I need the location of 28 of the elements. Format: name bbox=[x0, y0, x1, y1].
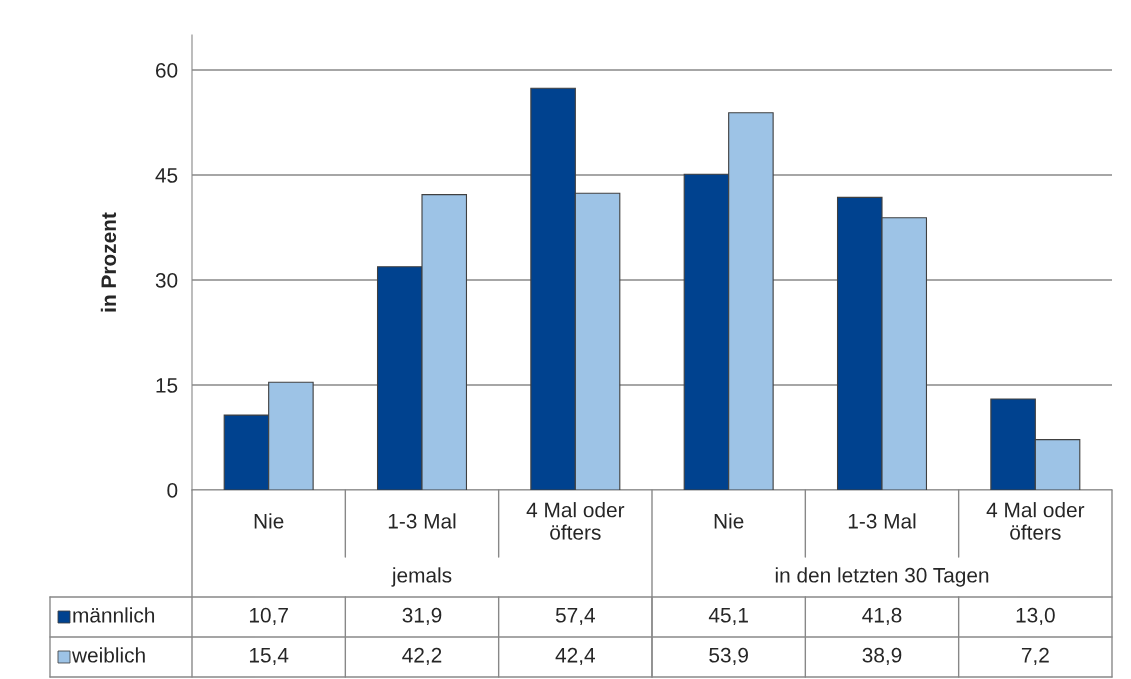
data-label: 13,0 bbox=[1016, 607, 1055, 626]
y-tick-label: 0 bbox=[167, 483, 178, 498]
text: in den letzten 30 Tagen bbox=[775, 567, 989, 587]
data-label: 42,2 bbox=[402, 647, 442, 666]
y-tick-label: 60 bbox=[156, 63, 178, 78]
data-label: 45,1 bbox=[708, 608, 748, 626]
data-label: 53,9 bbox=[709, 647, 748, 666]
legend-label: männlich bbox=[73, 607, 155, 623]
x-tick-label: 1-3 Mal bbox=[388, 513, 456, 529]
x-tick-label: 4 Mal oder öfters bbox=[526, 502, 625, 540]
data-label: 41,8 bbox=[862, 607, 902, 626]
y-tick-label: 30 bbox=[155, 273, 178, 288]
y-axis-title: in Prozent bbox=[100, 212, 117, 312]
data-label: 57,4 bbox=[555, 608, 595, 626]
data-label: 10,7 bbox=[249, 607, 288, 626]
x-tick-label: 1-3 Mal bbox=[848, 513, 916, 529]
data-label: 7,2 bbox=[1021, 647, 1049, 666]
x-tick-label: 4 Mal oder öfters bbox=[986, 502, 1085, 540]
y-tick-label: 15 bbox=[156, 378, 178, 393]
text: jemals bbox=[391, 567, 452, 587]
data-label: 31,9 bbox=[402, 607, 442, 626]
data-label: 38,9 bbox=[862, 647, 902, 666]
x-tick-label: Nie bbox=[254, 513, 284, 529]
y-tick-label: 45 bbox=[155, 168, 178, 183]
data-label: 15,4 bbox=[249, 648, 289, 666]
legend-label: weiblich bbox=[71, 647, 145, 663]
data-label: 42,4 bbox=[555, 647, 595, 666]
x-tick-label: Nie bbox=[714, 513, 744, 529]
